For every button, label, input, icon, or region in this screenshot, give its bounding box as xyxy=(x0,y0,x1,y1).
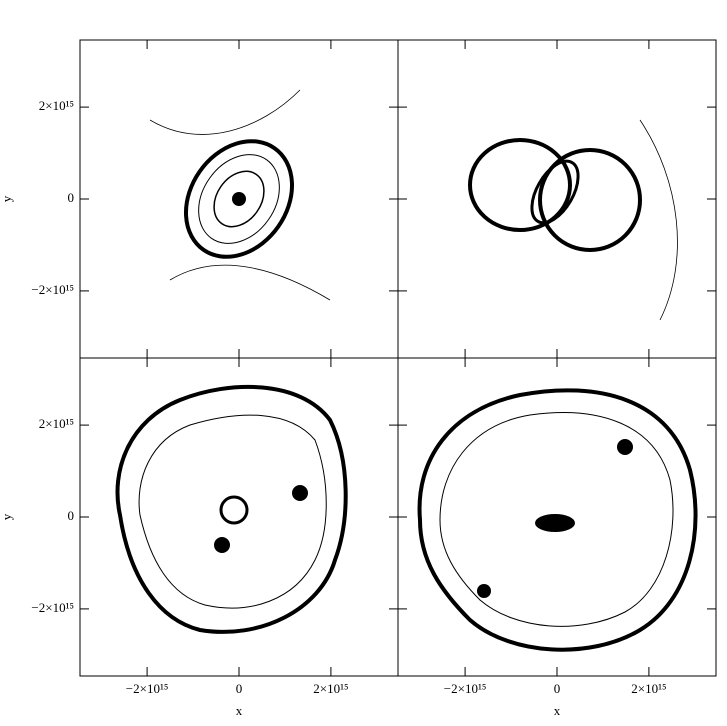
panel-frame xyxy=(79,357,399,677)
contour-illustration xyxy=(115,89,698,652)
y-tick-label: −2×10¹⁵ xyxy=(31,282,74,297)
y-tick-label: 2×10¹⁵ xyxy=(39,98,74,113)
x-tick-label: 2×10¹⁵ xyxy=(313,681,348,696)
y-tick-label: 2×10¹⁵ xyxy=(39,416,74,431)
y-axis-label: y xyxy=(0,195,14,202)
x-axis-label: x xyxy=(236,703,243,718)
x-tick-label: −2×10¹⁵ xyxy=(126,681,169,696)
panel-frame xyxy=(397,39,717,359)
y-axis-label: y xyxy=(0,513,14,520)
x-tick-label: 2×10¹⁵ xyxy=(631,681,666,696)
x-axis-label: x xyxy=(554,703,561,718)
y-tick-label: 0 xyxy=(68,508,75,523)
y-tick-label: 0 xyxy=(68,190,75,205)
x-tick-label: 0 xyxy=(236,681,243,696)
y-tick-label: −2×10¹⁵ xyxy=(31,600,74,615)
x-tick-label: 0 xyxy=(554,681,561,696)
x-tick-label: −2×10¹⁵ xyxy=(444,681,487,696)
